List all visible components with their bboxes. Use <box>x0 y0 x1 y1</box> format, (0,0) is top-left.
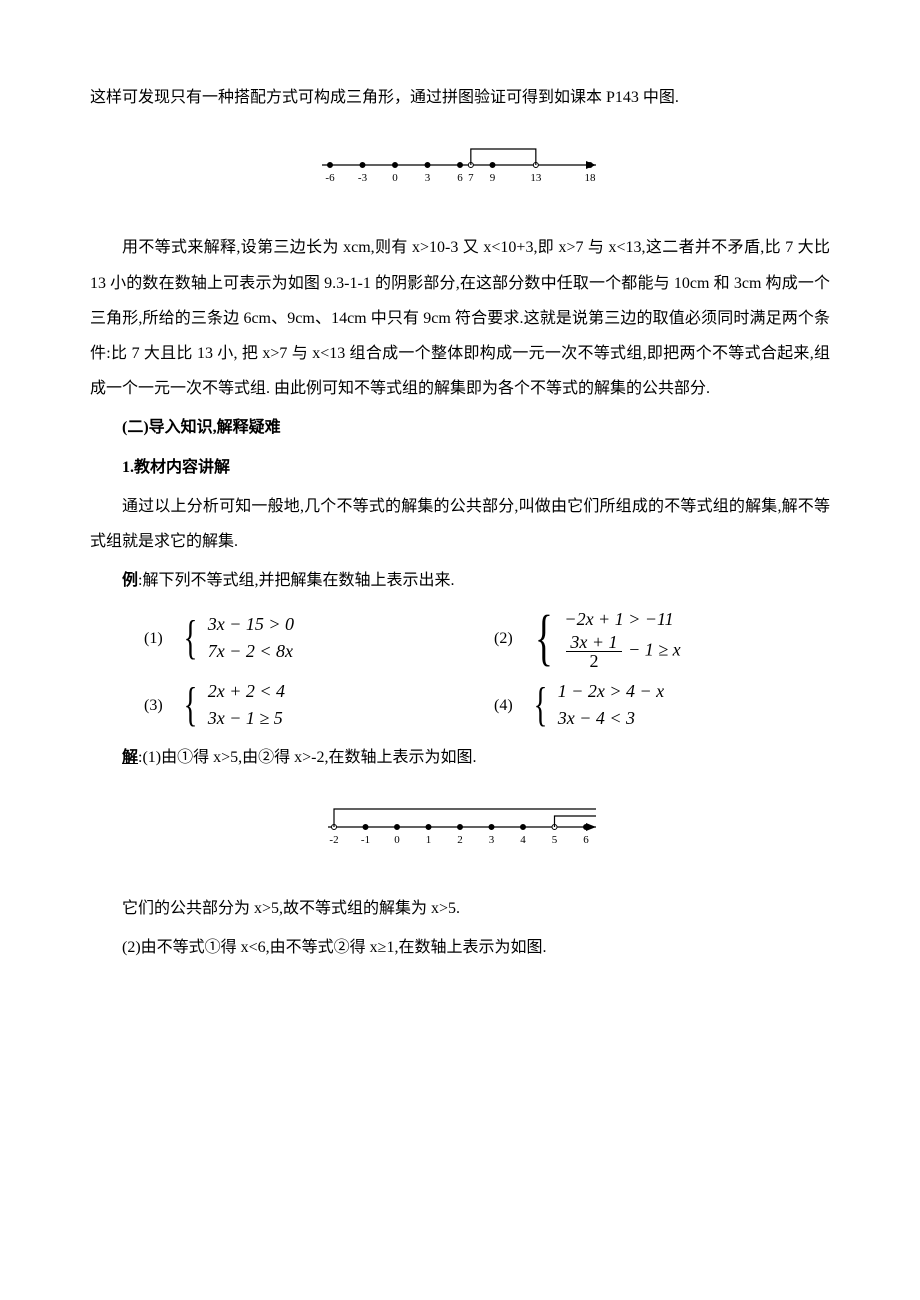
solution-label: 解 <box>122 749 138 766</box>
equation-row-1: (1) { 3x − 15 > 0 7x − 2 < 8x (2) { −2x … <box>90 606 830 670</box>
svg-text:0: 0 <box>392 172 398 184</box>
number-line-1: -6 -3 0 3 67 9 13 18 <box>310 133 610 193</box>
svg-text:-1: -1 <box>361 834 370 846</box>
paragraph-triangle-combo: 这样可发现只有一种搭配方式可构成三角形，通过拼图验证可得到如课本 P143 中图… <box>90 80 830 115</box>
eq2-line2: 3x + 1 2 − 1 ≥ x <box>564 633 680 670</box>
brace-icon: { <box>533 681 547 729</box>
heading-section-2: (二)导入知识,解释疑难 <box>90 410 830 445</box>
paragraph-inequality-explain: 用不等式来解释,设第三边长为 xcm,则有 x>10-3 又 x<10+3,即 … <box>90 230 830 406</box>
svg-text:13: 13 <box>530 172 542 184</box>
eq-label-3: (3) <box>144 688 163 723</box>
solution-2: (2)由不等式①得 x<6,由不等式②得 x≥1,在数轴上表示为如图. <box>90 930 830 965</box>
svg-text:-6: -6 <box>325 172 335 184</box>
eq2-tail: − 1 ≥ x <box>624 640 681 660</box>
svg-text:4: 4 <box>520 834 526 846</box>
eq3-line1: 2x + 2 < 4 <box>208 678 285 705</box>
svg-text:6: 6 <box>457 172 463 184</box>
equation-1: (1) { 3x − 15 > 0 7x − 2 < 8x <box>144 611 404 665</box>
eq-label-4: (4) <box>494 688 513 723</box>
svg-text:7: 7 <box>468 172 474 184</box>
number-line-1-wrap: -6 -3 0 3 67 9 13 18 <box>90 133 830 206</box>
equation-row-2: (3) { 2x + 2 < 4 3x − 1 ≥ 5 (4) { 1 − 2x… <box>90 678 830 732</box>
svg-text:1: 1 <box>426 834 432 846</box>
eq3-line2: 3x − 1 ≥ 5 <box>208 705 285 732</box>
eq-label-1: (1) <box>144 621 163 656</box>
example-intro: 例:解下列不等式组,并把解集在数轴上表示出来. <box>90 563 830 598</box>
paragraph-common-part: 它们的公共部分为 x>5,故不等式组的解集为 x>5. <box>90 891 830 926</box>
brace-icon: { <box>535 607 553 669</box>
equation-3: (3) { 2x + 2 < 4 3x − 1 ≥ 5 <box>144 678 404 732</box>
brace-icon: { <box>183 681 197 729</box>
svg-text:2: 2 <box>457 834 463 846</box>
svg-text:6: 6 <box>583 834 589 846</box>
eq-label-2: (2) <box>494 621 513 656</box>
svg-text:9: 9 <box>490 172 496 184</box>
fraction: 3x + 1 2 <box>566 633 621 670</box>
svg-text:-2: -2 <box>329 834 338 846</box>
number-line-2-wrap: -2 -1 0 1 2 3 4 5 6 <box>90 793 830 866</box>
brace-icon: { <box>183 614 197 662</box>
equation-4: (4) { 1 − 2x > 4 − x 3x − 4 < 3 <box>494 678 754 732</box>
fraction-denominator: 2 <box>585 652 602 670</box>
solution-1: 解:(1)由①得 x>5,由②得 x>-2,在数轴上表示为如图. <box>90 740 830 775</box>
svg-text:0: 0 <box>394 834 400 846</box>
eq4-line1: 1 − 2x > 4 − x <box>558 678 664 705</box>
equation-2: (2) { −2x + 1 > −11 3x + 1 2 − 1 ≥ x <box>494 606 754 670</box>
heading-content-explain: 1.教材内容讲解 <box>90 450 830 485</box>
solution-1-text: :(1)由①得 x>5,由②得 x>-2,在数轴上表示为如图. <box>138 749 476 766</box>
paragraph-solution-set-def: 通过以上分析可知一般地,几个不等式的解集的公共部分,叫做由它们所组成的不等式组的… <box>90 489 830 559</box>
fraction-numerator: 3x + 1 <box>566 633 621 652</box>
example-label: 例 <box>122 572 138 589</box>
eq2-line1: −2x + 1 > −11 <box>564 606 680 633</box>
eq1-line1: 3x − 15 > 0 <box>208 611 294 638</box>
svg-text:-3: -3 <box>358 172 368 184</box>
svg-text:3: 3 <box>425 172 431 184</box>
svg-text:18: 18 <box>585 172 597 184</box>
eq4-line2: 3x − 4 < 3 <box>558 705 664 732</box>
example-text: :解下列不等式组,并把解集在数轴上表示出来. <box>138 572 454 589</box>
eq1-line2: 7x − 2 < 8x <box>208 638 294 665</box>
svg-text:5: 5 <box>552 834 558 846</box>
svg-text:3: 3 <box>489 834 495 846</box>
number-line-2: -2 -1 0 1 2 3 4 5 6 <box>310 793 610 853</box>
